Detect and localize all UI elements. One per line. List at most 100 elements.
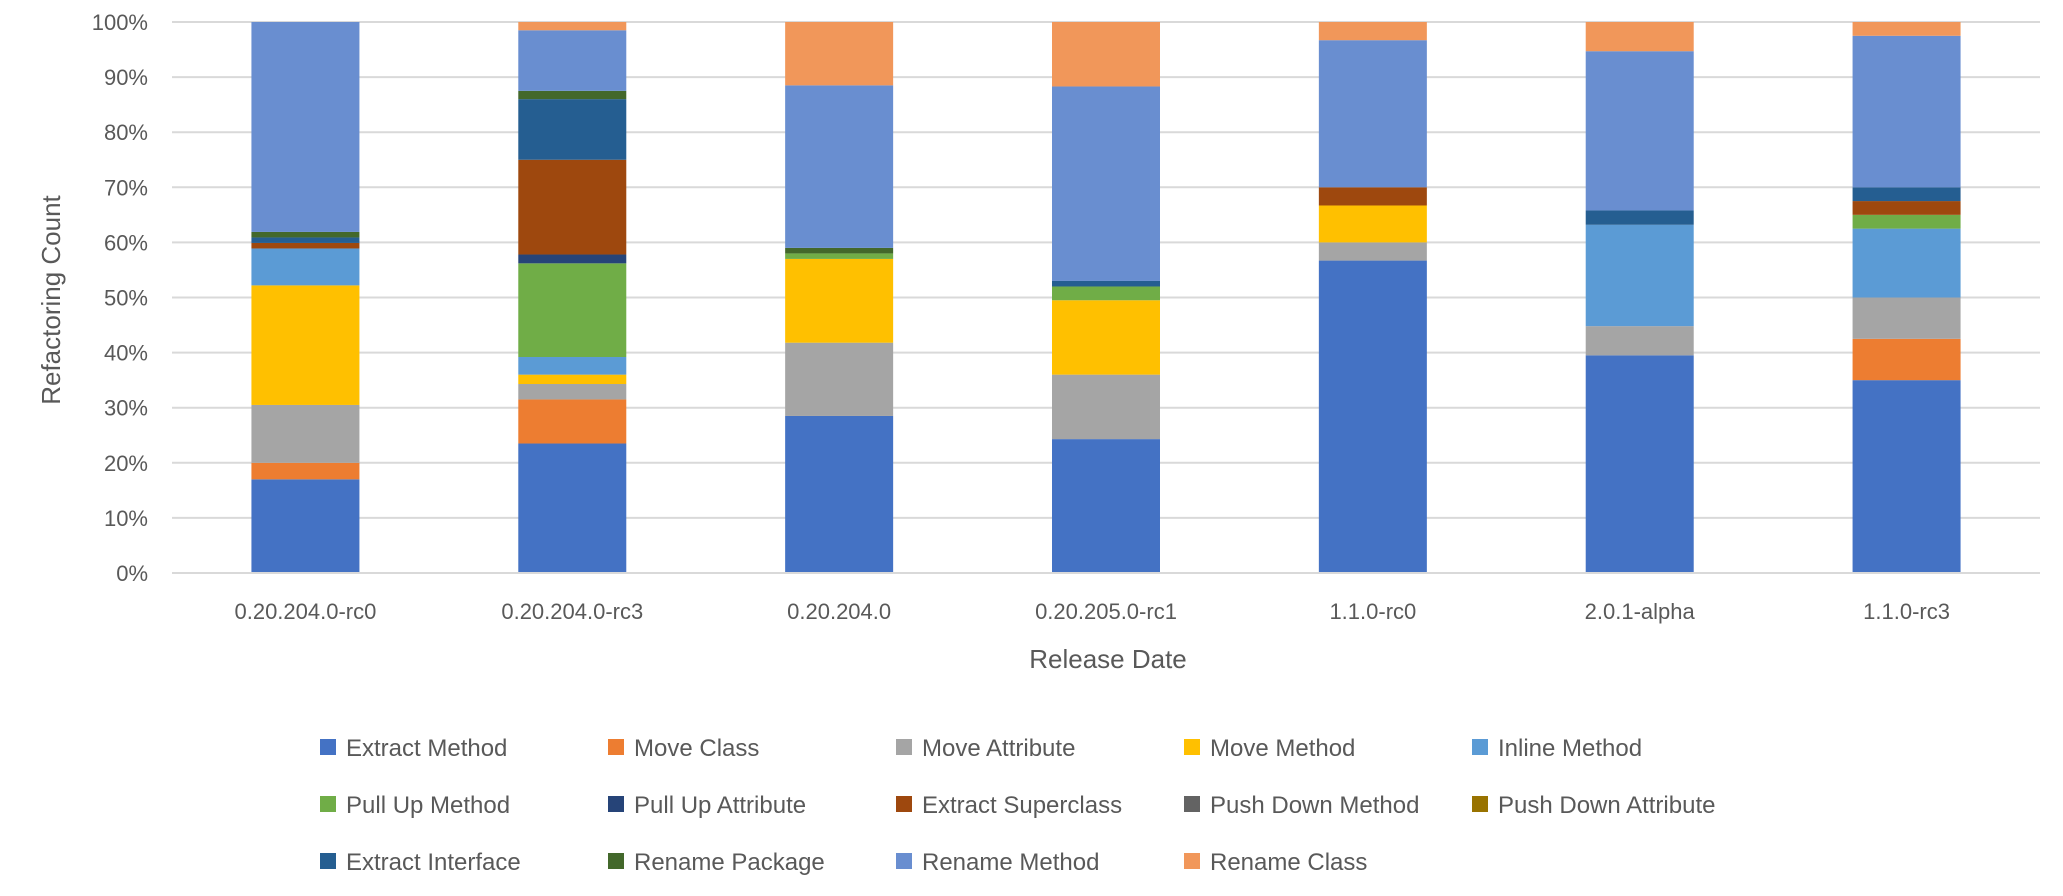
bar-segment-move-method: [518, 374, 627, 385]
bar-segment-move-attribute: [1318, 242, 1427, 261]
bar-stack: [1585, 22, 1694, 573]
bar-segment-move-class: [251, 462, 360, 480]
legend-label: Rename Class: [1210, 849, 1367, 876]
legend-item-push-down-attribute: Push Down Attribute: [1472, 792, 1715, 819]
bar-segment-extract-interface: [1852, 187, 1961, 202]
bar-segment-rename-method: [251, 22, 360, 232]
legend-swatch: [320, 853, 336, 869]
legend-swatch: [608, 853, 624, 869]
x-axis-title: Release Date: [1029, 644, 1187, 674]
legend-label: Push Down Attribute: [1498, 792, 1715, 819]
y-tick-label: 40%: [104, 341, 148, 366]
bar-segment-move-class: [518, 399, 627, 444]
legend-item-move-method: Move Method: [1184, 735, 1355, 762]
bar-segment-extract-method: [251, 479, 360, 573]
y-tick-label: 30%: [104, 396, 148, 421]
bar-segment-extract-interface: [1052, 280, 1160, 287]
bar-segment-extract-method: [1852, 380, 1961, 573]
y-tick-label: 70%: [104, 175, 148, 200]
bar-segment-move-attribute: [1852, 297, 1961, 339]
bar-segment-extract-superclass: [251, 242, 360, 249]
y-tick-label: 60%: [104, 230, 148, 255]
y-tick-label: 20%: [104, 451, 148, 476]
bar-segment-inline-method: [1585, 224, 1694, 327]
bar-segment-extract-method: [518, 443, 627, 573]
bar-segment-move-attribute: [1052, 374, 1160, 440]
x-tick-label: 2.0.1-alpha: [1585, 599, 1696, 624]
bar-segment-rename-class: [1585, 22, 1694, 52]
x-tick-label: 1.1.0-rc3: [1863, 599, 1950, 624]
bar-segment-move-class: [1852, 338, 1961, 381]
bar-stack: [1052, 22, 1160, 573]
legend-swatch: [608, 796, 624, 812]
legend-item-extract-superclass: Extract Superclass: [896, 792, 1122, 819]
legend-label: Pull Up Attribute: [634, 792, 806, 819]
bar-segment-extract-method: [785, 415, 894, 573]
x-tick-label: 0.20.204.0: [787, 599, 891, 624]
bar-segment-pull-up-method: [1052, 286, 1160, 301]
y-tick-label: 100%: [92, 10, 148, 35]
legend-swatch: [896, 796, 912, 812]
legend: Extract Method Move Class Move Attribute Mo…: [320, 735, 1715, 876]
legend-label: Extract Superclass: [922, 792, 1122, 819]
bar-segment-move-method: [1052, 300, 1160, 375]
legend-item-rename-class: Rename Class: [1184, 849, 1367, 876]
bar-segment-rename-package: [785, 247, 894, 254]
legend-item-extract-interface: Extract Interface: [320, 849, 521, 876]
legend-swatch: [1472, 739, 1488, 755]
legend-label: Rename Method: [922, 849, 1099, 876]
bar-segment-pull-up-method: [785, 253, 894, 259]
bar-stack: [1318, 22, 1427, 573]
bar-stack: [251, 22, 360, 573]
legend-label: Move Class: [634, 735, 759, 762]
bar-segment-rename-class: [1318, 22, 1427, 41]
bar-segment-extract-superclass: [1318, 187, 1427, 206]
bar-stack: [518, 22, 627, 573]
bar-segment-rename-package: [518, 90, 627, 100]
bar-stack: [785, 22, 894, 573]
legend-item-rename-package: Rename Package: [608, 849, 825, 876]
bar-segment-extract-interface: [251, 237, 360, 243]
x-tick-label: 1.1.0-rc0: [1329, 599, 1416, 624]
y-tick-labels: 0% 10% 20% 30% 40% 50% 60% 70% 80% 90% 100%: [92, 10, 148, 586]
legend-item-move-class: Move Class: [608, 735, 759, 762]
legend-swatch: [1184, 796, 1200, 812]
bar-segment-rename-class: [1852, 22, 1961, 36]
x-tick-labels: 0.20.204.0-rc0 0.20.204.0-rc3 0.20.204.0 0.…: [234, 599, 1949, 624]
bar-segment-move-method: [251, 285, 360, 405]
bar-segment-move-attribute: [785, 342, 894, 416]
bar-segment-inline-method: [518, 357, 627, 375]
bar-segment-rename-method: [1852, 35, 1961, 188]
legend-swatch: [1472, 796, 1488, 812]
bar-segment-pull-up-attribute: [518, 254, 627, 264]
bar-segment-move-attribute: [518, 384, 627, 400]
x-tick-label: 0.20.204.0-rc3: [501, 599, 643, 624]
bar-segment-rename-method: [1052, 86, 1160, 281]
bar-segment-pull-up-method: [1852, 214, 1961, 229]
bar-segment-rename-method: [518, 30, 627, 91]
bar-segment-move-attribute: [1585, 326, 1694, 356]
legend-label: Move Method: [1210, 735, 1355, 762]
bar-segment-rename-method: [1318, 40, 1427, 188]
legend-item-extract-method: Extract Method: [320, 735, 507, 762]
bar-segment-rename-method: [785, 85, 894, 248]
bar-segment-extract-interface: [518, 99, 627, 160]
legend-swatch: [320, 739, 336, 755]
bar-segment-extract-superclass: [1852, 201, 1961, 215]
y-tick-label: 50%: [104, 286, 148, 311]
legend-item-rename-method: Rename Method: [896, 849, 1099, 876]
bar-segment-extract-superclass: [518, 159, 627, 255]
y-tick-label: 90%: [104, 65, 148, 90]
bar-stack: [1852, 22, 1961, 573]
bar-segment-extract-method: [1052, 439, 1160, 573]
bar-segment-extract-method: [1585, 355, 1694, 573]
y-axis-title: Refactoring Count: [36, 194, 66, 404]
bar-segment-rename-class: [1052, 22, 1160, 87]
legend-label: Move Attribute: [922, 735, 1075, 762]
bars: [172, 22, 2040, 574]
legend-label: Extract Interface: [346, 849, 521, 876]
legend-swatch: [1184, 739, 1200, 755]
x-tick-label: 0.20.205.0-rc1: [1035, 599, 1177, 624]
legend-swatch: [608, 739, 624, 755]
